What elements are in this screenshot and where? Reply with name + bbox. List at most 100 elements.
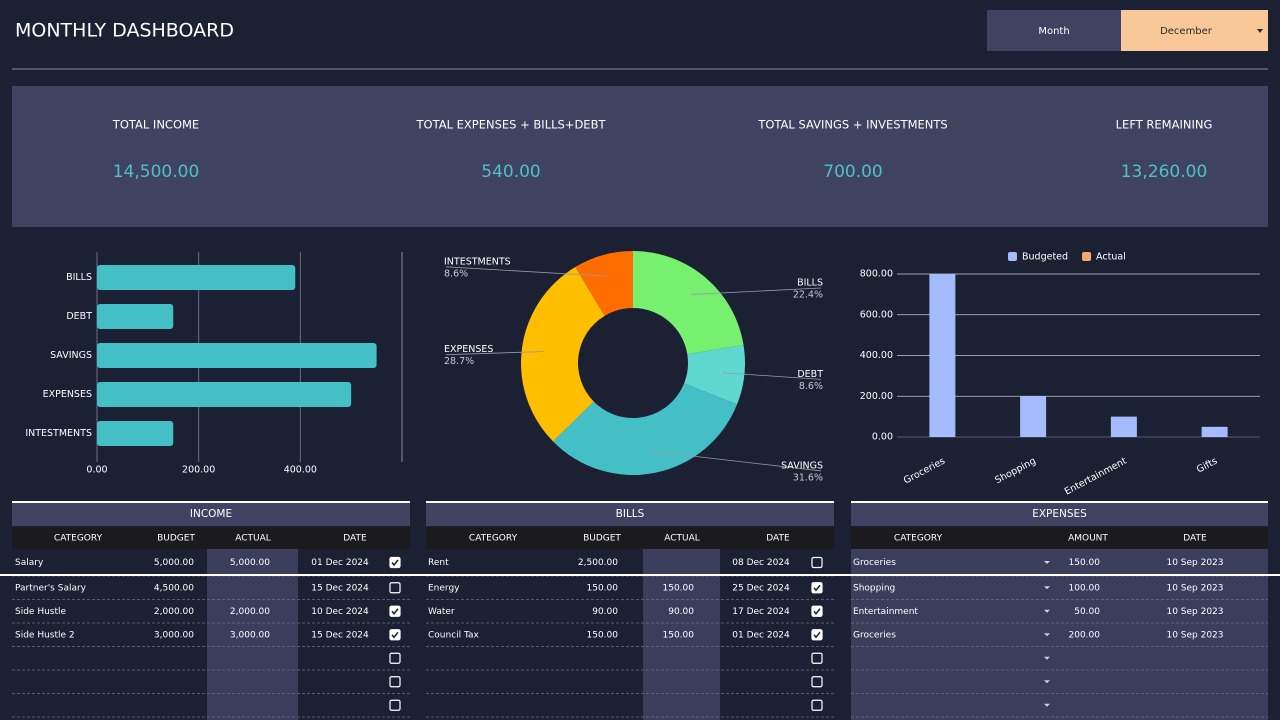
column-header: ACTUAL (664, 534, 700, 544)
slice-percent: 8.6% (444, 268, 468, 279)
column-header: BUDGET (157, 534, 195, 544)
checkmark (813, 608, 821, 615)
checkbox[interactable] (811, 582, 823, 594)
cell-text: Partner's Salary (15, 583, 87, 593)
checkmark (391, 631, 399, 639)
month-value[interactable]: December (1160, 26, 1213, 37)
slice-label: DEBT (797, 369, 823, 380)
checkbox[interactable] (389, 676, 401, 688)
y-tick-label: 200.00 (860, 391, 893, 402)
slice-label: BILLS (797, 277, 823, 288)
column-shade (207, 549, 298, 720)
column-shade (643, 549, 720, 720)
cell-text: 10 Sep 2023 (1166, 607, 1223, 617)
cell-text: 15 Dec 2024 (311, 583, 369, 593)
checkbox[interactable] (811, 629, 823, 641)
leader-line (691, 287, 822, 295)
checkbox[interactable] (389, 699, 401, 711)
checkmark (813, 584, 821, 592)
category-label: EXPENSES (43, 389, 92, 400)
bar (97, 421, 174, 446)
x-tick-label: 200.00 (182, 465, 215, 476)
column-header: CATEGORY (54, 534, 103, 544)
cell-text: 100.00 (1069, 583, 1101, 593)
slice-label: EXPENSES (444, 344, 493, 355)
cell-text: 01 Dec 2024 (732, 630, 790, 640)
checkbox[interactable] (811, 556, 823, 569)
cell-text: Salary (15, 558, 44, 568)
month-dropdown[interactable] (1121, 10, 1268, 51)
bar (1110, 416, 1137, 437)
column-header: CATEGORY (894, 534, 943, 544)
cell-text: 2,000.00 (154, 607, 194, 617)
bar (1201, 426, 1228, 437)
checkmark (813, 631, 821, 639)
cell-text: 15 Dec 2024 (311, 630, 369, 640)
cell-text: 5,000.00 (230, 558, 270, 568)
summary-label: LEFT REMAINING (1116, 118, 1213, 132)
table-title-bar (851, 502, 1268, 526)
cell-text: Groceries (853, 558, 896, 568)
summary-value: 540.00 (481, 162, 540, 182)
checkbox[interactable] (389, 556, 401, 569)
cell-text: 2,500.00 (578, 558, 618, 568)
checkbox[interactable] (389, 629, 401, 641)
checkbox[interactable] (811, 652, 823, 664)
cell-text: Council Tax (428, 630, 480, 640)
summary-value: 700.00 (823, 162, 882, 182)
dropdown-arrow[interactable] (1044, 561, 1050, 564)
summary-panel (12, 86, 1268, 227)
table-title: BILLS (616, 508, 645, 520)
leader-line (722, 372, 822, 380)
cell-text: 200.00 (1069, 630, 1101, 640)
table-title-bar (426, 502, 834, 526)
checkbox[interactable] (389, 582, 401, 594)
checkbox[interactable] (811, 605, 823, 617)
cell-text: 10 Sep 2023 (1166, 630, 1223, 640)
page-title: MONTHLY DASHBOARD (15, 20, 234, 42)
dropdown-arrow[interactable] (1257, 29, 1263, 33)
dropdown-arrow[interactable] (1044, 586, 1050, 590)
checkbox[interactable] (811, 699, 823, 711)
slice-label: INTESTMENTS (444, 256, 511, 267)
cell-text: 90.00 (668, 607, 694, 617)
table-title: INCOME (190, 508, 232, 520)
legend-swatch (1008, 252, 1017, 261)
cell-text: Entertainment (853, 607, 918, 617)
cell-text: 150.00 (1069, 558, 1101, 568)
bar (97, 304, 174, 329)
dropdown-arrow[interactable] (1044, 609, 1050, 613)
cell-text: 10 Sep 2023 (1166, 558, 1223, 568)
cell-text: 17 Dec 2024 (732, 607, 790, 617)
dropdown-arrow[interactable] (1044, 703, 1050, 707)
summary-label: TOTAL SAVINGS + INVESTMENTS (757, 118, 947, 132)
column-header: BUDGET (583, 534, 621, 544)
cell-text: 4,500.00 (154, 583, 194, 593)
column-shade (851, 549, 1268, 720)
dropdown-arrow[interactable] (1044, 680, 1050, 684)
dropdown-arrow[interactable] (1044, 633, 1050, 637)
pie-slice (552, 383, 738, 475)
summary-value: 14,500.00 (113, 162, 200, 182)
bar (929, 274, 956, 437)
bar (97, 265, 296, 290)
legend-label: Actual (1096, 252, 1126, 263)
bar (97, 343, 377, 368)
cell-text: 25 Dec 2024 (732, 583, 790, 593)
dropdown-arrow[interactable] (1044, 656, 1050, 660)
cell-text: 150.00 (663, 630, 695, 640)
slice-label: SAVINGS (781, 460, 823, 471)
y-tick-label: 800.00 (860, 269, 893, 280)
leader-line (650, 450, 822, 472)
cell-text: 3,000.00 (230, 630, 270, 640)
cell-text: Side Hustle 2 (15, 630, 75, 640)
summary-value: 13,260.00 (1121, 162, 1208, 182)
checkbox[interactable] (811, 676, 823, 688)
checkbox[interactable] (389, 605, 401, 617)
slice-percent: 22.4% (793, 289, 823, 300)
cell-text: Groceries (853, 630, 896, 640)
checkbox[interactable] (389, 652, 401, 664)
slice-percent: 8.6% (799, 381, 823, 392)
legend-swatch (1082, 252, 1092, 261)
